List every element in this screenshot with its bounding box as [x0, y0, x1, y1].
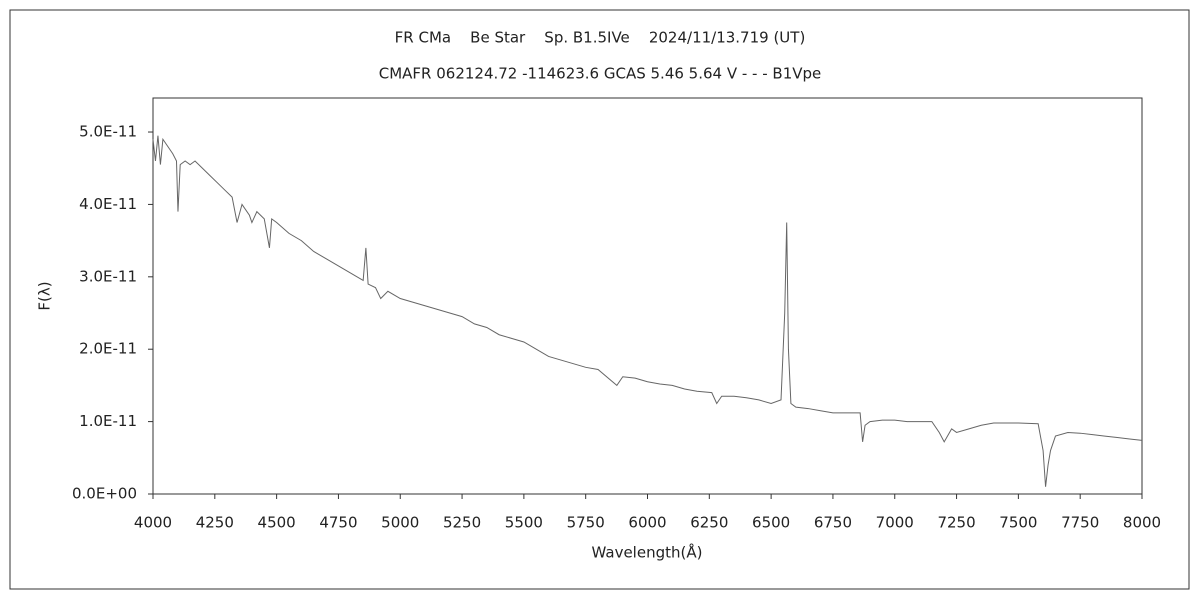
x-tick-label: 5000 — [381, 514, 419, 532]
x-tick-label: 7500 — [999, 514, 1037, 532]
x-tick-label: 6500 — [752, 514, 790, 532]
plot-frame — [152, 97, 1143, 495]
chart-title: FR CMa Be Star Sp. B1.5IVe 2024/11/13.71… — [395, 29, 806, 47]
x-tick-label: 4000 — [134, 514, 172, 532]
y-tick-label: 5.0E-11 — [79, 123, 137, 141]
x-tick-label: 4500 — [258, 514, 296, 532]
y-tick-label: 2.0E-11 — [79, 340, 137, 358]
x-tick-label: 4250 — [196, 514, 234, 532]
x-tick-label: 6250 — [690, 514, 728, 532]
x-tick-label: 4750 — [319, 514, 357, 532]
x-tick-label: 7750 — [1061, 514, 1099, 532]
x-tick-label: 7250 — [937, 514, 975, 532]
x-tick-label: 7000 — [876, 514, 914, 532]
x-tick-label: 6750 — [814, 514, 852, 532]
y-tick-label: 0.0E+00 — [72, 485, 137, 503]
x-tick-label: 8000 — [1123, 514, 1161, 532]
outer-frame — [9, 9, 1190, 590]
y-tick-label: 4.0E-11 — [79, 195, 137, 213]
y-axis-label: F(λ) — [36, 281, 54, 310]
x-tick-label: 5750 — [567, 514, 605, 532]
chart-subtitle: CMAFR 062124.72 -114623.6 GCAS 5.46 5.64… — [379, 65, 822, 83]
spectrum-line — [152, 135, 1143, 487]
x-tick-label: 5250 — [443, 514, 481, 532]
y-tick-label: 3.0E-11 — [79, 267, 137, 285]
x-tick-label: 5500 — [505, 514, 543, 532]
x-axis-label: Wavelength(Å) — [592, 543, 703, 562]
x-tick-label: 6000 — [628, 514, 666, 532]
y-tick-label: 1.0E-11 — [79, 412, 137, 430]
